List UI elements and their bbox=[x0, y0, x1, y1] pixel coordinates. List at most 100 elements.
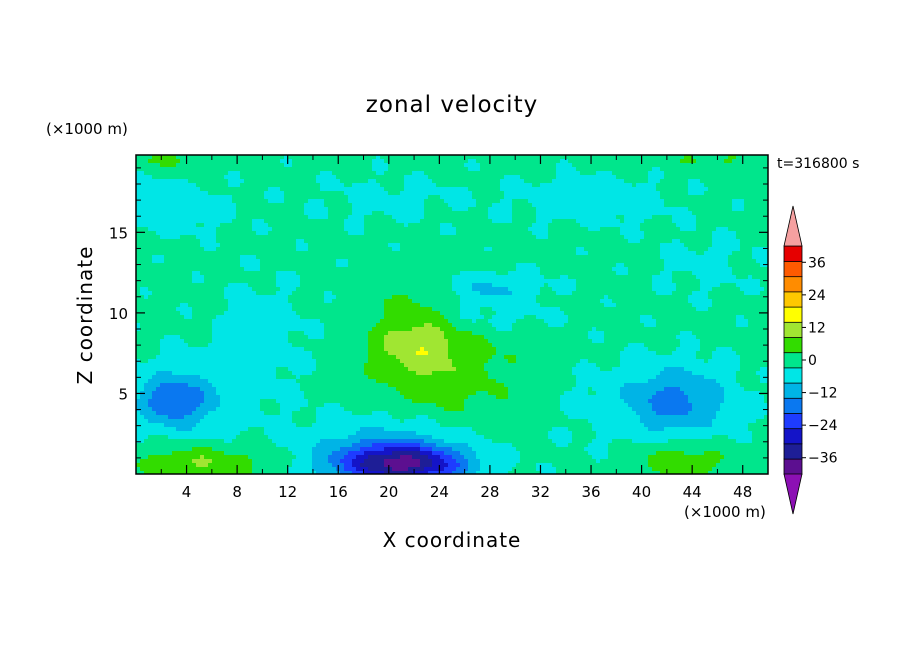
heatmap-cell bbox=[340, 279, 345, 284]
heatmap-cell bbox=[164, 235, 169, 240]
heatmap-cell bbox=[592, 263, 597, 268]
heatmap-cell bbox=[252, 263, 257, 268]
heatmap-cell bbox=[764, 251, 769, 256]
heatmap-cell bbox=[300, 199, 305, 204]
heatmap-cell bbox=[588, 191, 593, 196]
heatmap-cell bbox=[464, 175, 469, 180]
heatmap-cell bbox=[712, 247, 717, 252]
heatmap-cell bbox=[252, 279, 257, 284]
heatmap-cell bbox=[156, 227, 161, 232]
heatmap-cell bbox=[180, 227, 185, 232]
heatmap-cell bbox=[216, 275, 221, 280]
heatmap-cell bbox=[176, 171, 181, 176]
heatmap-cell bbox=[364, 275, 369, 280]
heatmap-cell bbox=[264, 203, 269, 208]
heatmap-cell bbox=[320, 211, 325, 216]
heatmap-cell bbox=[528, 167, 533, 172]
heatmap-cell bbox=[232, 175, 237, 180]
heatmap-cell bbox=[216, 235, 221, 240]
heatmap-cell bbox=[428, 163, 433, 168]
heatmap-cell bbox=[228, 275, 233, 280]
heatmap-cell bbox=[752, 155, 757, 160]
heatmap-cell bbox=[136, 251, 141, 256]
heatmap-cell bbox=[152, 247, 157, 252]
heatmap-cell bbox=[760, 271, 765, 276]
heatmap-cell bbox=[668, 159, 673, 164]
heatmap-cell bbox=[696, 159, 701, 164]
heatmap-cell bbox=[640, 215, 645, 220]
heatmap-cell bbox=[504, 163, 509, 168]
heatmap-cell bbox=[700, 259, 705, 264]
heatmap-cell bbox=[500, 175, 505, 180]
heatmap-cell bbox=[676, 227, 681, 232]
heatmap-cell bbox=[160, 163, 165, 168]
heatmap-cell bbox=[140, 155, 145, 160]
heatmap-cell bbox=[188, 219, 193, 224]
heatmap-cell bbox=[720, 187, 725, 192]
heatmap-cell bbox=[596, 215, 601, 220]
heatmap-cell bbox=[520, 255, 525, 260]
heatmap-cell bbox=[644, 203, 649, 208]
heatmap-cell bbox=[152, 215, 157, 220]
heatmap-cell bbox=[244, 235, 249, 240]
heatmap-cell bbox=[548, 183, 553, 188]
heatmap-cell bbox=[644, 155, 649, 160]
heatmap-cell bbox=[608, 179, 613, 184]
heatmap-cell bbox=[180, 179, 185, 184]
heatmap-cell bbox=[160, 155, 165, 160]
heatmap-cell bbox=[152, 211, 157, 216]
heatmap-cell bbox=[212, 239, 217, 244]
heatmap-cell bbox=[448, 207, 453, 212]
heatmap-cell bbox=[260, 259, 265, 264]
heatmap-cell bbox=[224, 187, 229, 192]
heatmap-cell bbox=[164, 239, 169, 244]
heatmap-cell bbox=[632, 211, 637, 216]
heatmap-cell bbox=[756, 243, 761, 248]
heatmap-cell bbox=[396, 211, 401, 216]
heatmap-cell bbox=[352, 187, 357, 192]
heatmap-cell bbox=[756, 155, 761, 160]
heatmap-cell bbox=[752, 251, 757, 256]
heatmap-cell bbox=[316, 195, 321, 200]
heatmap-cell bbox=[488, 259, 493, 264]
heatmap-cell bbox=[532, 235, 537, 240]
heatmap-cell bbox=[444, 263, 449, 268]
heatmap-cell bbox=[168, 179, 173, 184]
heatmap-cell bbox=[172, 247, 177, 252]
heatmap-cell bbox=[368, 231, 373, 236]
heatmap-cell bbox=[152, 163, 157, 168]
y-axis-unit: (×1000 m) bbox=[46, 120, 128, 138]
heatmap-cell bbox=[164, 179, 169, 184]
heatmap-cell bbox=[184, 175, 189, 180]
heatmap-cell bbox=[676, 175, 681, 180]
heatmap-cell bbox=[484, 167, 489, 172]
heatmap-cell bbox=[716, 195, 721, 200]
heatmap-cell bbox=[372, 175, 377, 180]
heatmap-cell bbox=[644, 159, 649, 164]
heatmap-cell bbox=[392, 167, 397, 172]
heatmap-cell bbox=[240, 171, 245, 176]
heatmap-cell bbox=[708, 219, 713, 224]
heatmap-cell bbox=[424, 175, 429, 180]
heatmap-cell bbox=[404, 223, 409, 228]
heatmap-cell bbox=[576, 183, 581, 188]
heatmap-cell bbox=[528, 219, 533, 224]
heatmap-cell bbox=[372, 251, 377, 256]
heatmap-cell bbox=[176, 211, 181, 216]
heatmap-cell bbox=[648, 159, 653, 164]
heatmap-cell bbox=[652, 159, 657, 164]
heatmap-cell bbox=[388, 207, 393, 212]
heatmap-cell bbox=[572, 183, 577, 188]
heatmap-cell bbox=[196, 255, 201, 260]
heatmap-cell bbox=[148, 251, 153, 256]
heatmap-cell bbox=[172, 279, 177, 284]
heatmap-cell bbox=[692, 231, 697, 236]
heatmap-cell bbox=[468, 183, 473, 188]
heatmap-cell bbox=[436, 187, 441, 192]
heatmap-cell bbox=[192, 263, 197, 268]
heatmap-cell bbox=[656, 235, 661, 240]
heatmap-cell bbox=[280, 219, 285, 224]
heatmap-cell bbox=[188, 247, 193, 252]
heatmap-cell bbox=[204, 155, 209, 160]
